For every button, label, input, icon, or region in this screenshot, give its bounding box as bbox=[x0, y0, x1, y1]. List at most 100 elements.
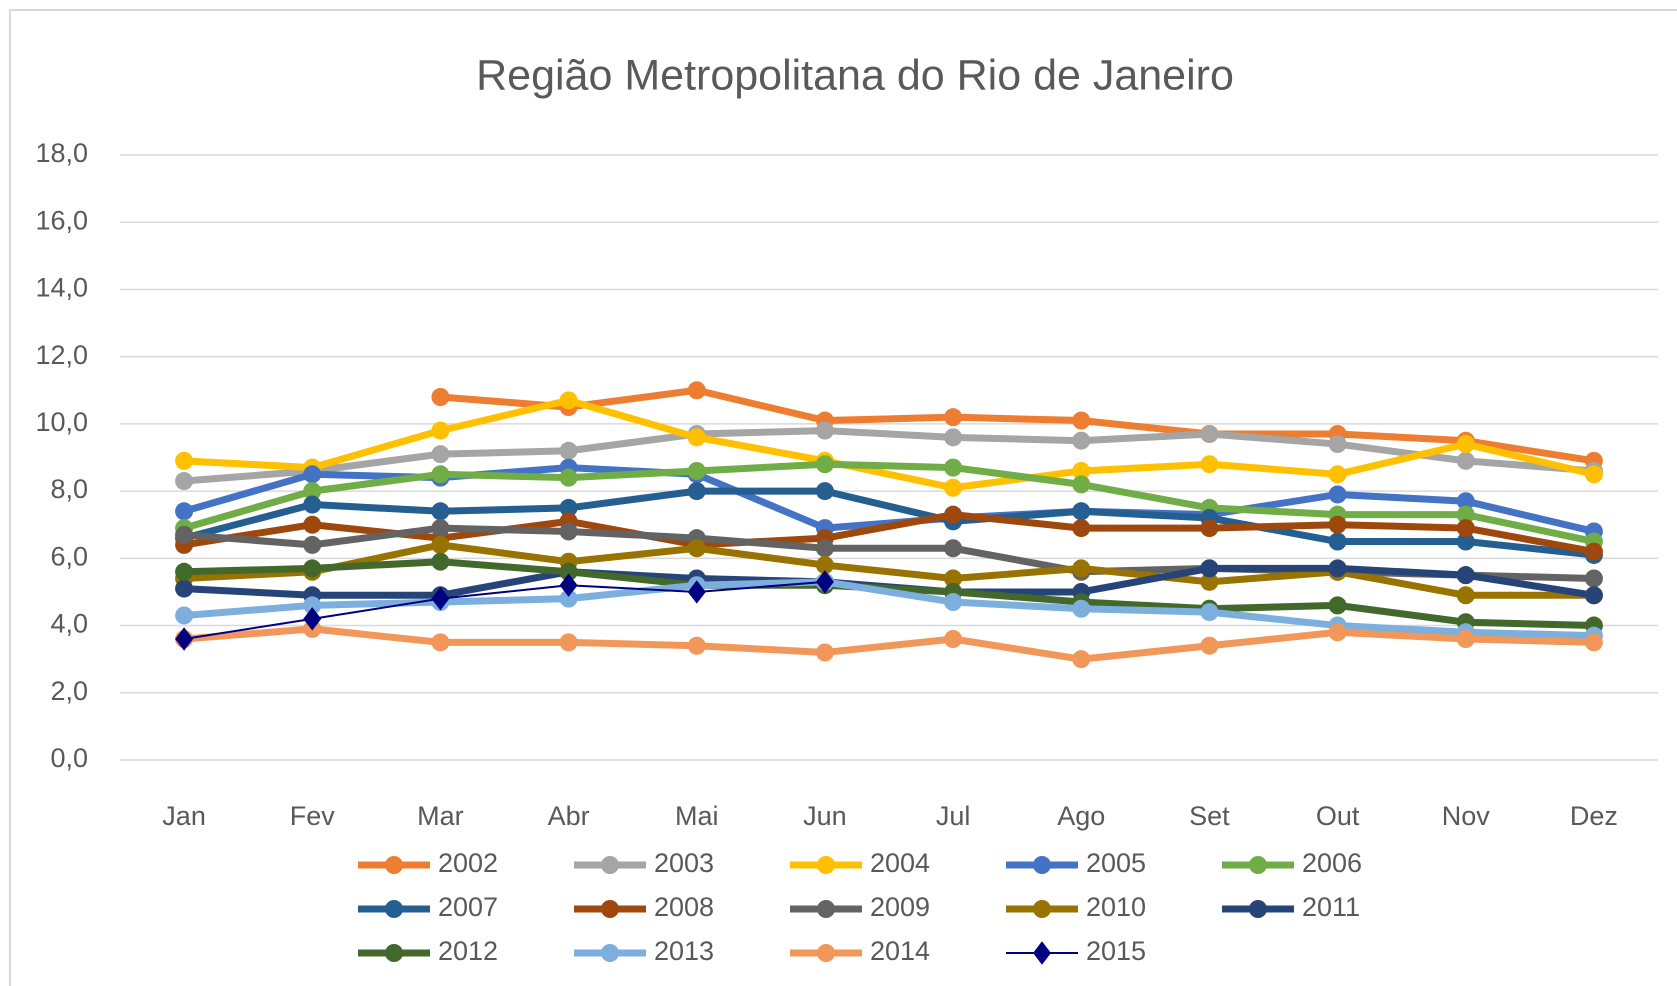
legend-marker bbox=[1249, 856, 1267, 874]
marker bbox=[1328, 532, 1347, 551]
legend-marker bbox=[1249, 900, 1267, 918]
series bbox=[175, 421, 1603, 491]
legend-marker bbox=[601, 900, 619, 918]
legend-label: 2010 bbox=[1086, 892, 1146, 922]
x-tick-label: Set bbox=[1189, 801, 1230, 831]
line bbox=[183, 396, 1595, 492]
marker bbox=[1200, 603, 1219, 622]
marker bbox=[303, 596, 322, 615]
marker bbox=[1584, 586, 1603, 605]
marker bbox=[1200, 636, 1219, 655]
legend-marker bbox=[601, 856, 619, 874]
marker bbox=[1456, 435, 1475, 454]
chart-border bbox=[9, 9, 1677, 986]
x-tick-label: Abr bbox=[548, 801, 590, 831]
legend-marker bbox=[1033, 900, 1051, 918]
marker bbox=[175, 627, 194, 651]
marker bbox=[815, 539, 834, 558]
legend-label: 2009 bbox=[870, 892, 930, 922]
marker bbox=[1072, 502, 1091, 521]
marker bbox=[1200, 455, 1219, 474]
marker bbox=[944, 478, 963, 497]
marker bbox=[1072, 650, 1091, 669]
marker bbox=[1328, 596, 1347, 615]
marker bbox=[431, 552, 450, 571]
y-tick-label: 0,0 bbox=[50, 743, 88, 773]
marker bbox=[944, 539, 963, 558]
marker bbox=[1456, 532, 1475, 551]
marker bbox=[1456, 630, 1475, 648]
marker bbox=[687, 580, 706, 604]
y-tick-label: 4,0 bbox=[50, 609, 88, 639]
marker bbox=[559, 573, 578, 597]
legend-marker bbox=[385, 900, 403, 918]
marker bbox=[1200, 519, 1219, 538]
legend-label: 2006 bbox=[1302, 848, 1362, 878]
marker bbox=[1328, 485, 1347, 504]
marker bbox=[687, 539, 706, 558]
x-tick-label: Nov bbox=[1442, 801, 1491, 831]
marker bbox=[815, 482, 834, 501]
y-tick-label: 6,0 bbox=[50, 541, 88, 571]
marker bbox=[1456, 566, 1475, 585]
marker bbox=[175, 606, 194, 625]
legend-label: 2011 bbox=[1302, 892, 1360, 922]
legend-label: 2013 bbox=[654, 936, 714, 966]
marker bbox=[687, 636, 706, 655]
marker bbox=[303, 515, 322, 534]
marker bbox=[687, 482, 706, 501]
marker bbox=[687, 428, 706, 447]
line bbox=[183, 487, 1595, 559]
legend-label: 2007 bbox=[438, 892, 498, 922]
marker bbox=[815, 556, 834, 575]
marker bbox=[431, 502, 450, 521]
marker bbox=[944, 408, 963, 427]
marker bbox=[559, 633, 578, 652]
marker bbox=[431, 519, 450, 538]
marker bbox=[815, 643, 834, 662]
marker bbox=[944, 428, 963, 447]
marker bbox=[303, 559, 322, 578]
marker bbox=[815, 455, 834, 474]
legend-marker bbox=[385, 944, 403, 962]
marker bbox=[431, 465, 450, 484]
marker bbox=[175, 562, 194, 581]
marker bbox=[431, 388, 450, 406]
marker bbox=[303, 535, 322, 554]
line bbox=[440, 386, 1595, 465]
marker bbox=[1456, 492, 1475, 511]
marker bbox=[559, 441, 578, 460]
marker bbox=[815, 421, 834, 440]
marker bbox=[303, 495, 322, 514]
marker bbox=[175, 579, 194, 598]
marker bbox=[1584, 542, 1603, 561]
legend-label: 2005 bbox=[1086, 848, 1146, 878]
marker bbox=[1072, 559, 1091, 578]
marker bbox=[431, 633, 450, 652]
marker bbox=[944, 569, 963, 588]
series bbox=[175, 455, 1603, 551]
marker bbox=[431, 586, 450, 611]
x-tick-label: Out bbox=[1316, 801, 1360, 831]
marker bbox=[1072, 475, 1091, 494]
marker bbox=[559, 391, 578, 410]
marker bbox=[303, 607, 322, 631]
legend-label: 2012 bbox=[438, 936, 498, 966]
x-tick-label: Ago bbox=[1057, 801, 1105, 831]
marker bbox=[1328, 623, 1347, 642]
y-tick-label: 10,0 bbox=[35, 407, 88, 437]
legend-marker bbox=[1033, 941, 1051, 965]
marker bbox=[1456, 519, 1475, 538]
marker bbox=[1200, 572, 1219, 591]
marker bbox=[1072, 599, 1091, 618]
marker bbox=[431, 445, 450, 464]
legend-marker bbox=[817, 856, 835, 874]
marker bbox=[431, 535, 450, 554]
marker bbox=[815, 570, 834, 594]
marker bbox=[303, 465, 322, 484]
legend-label: 2004 bbox=[870, 848, 930, 878]
x-tick-label: Dez bbox=[1570, 801, 1618, 831]
x-tick-label: Jun bbox=[803, 801, 847, 831]
marker bbox=[1584, 633, 1603, 652]
